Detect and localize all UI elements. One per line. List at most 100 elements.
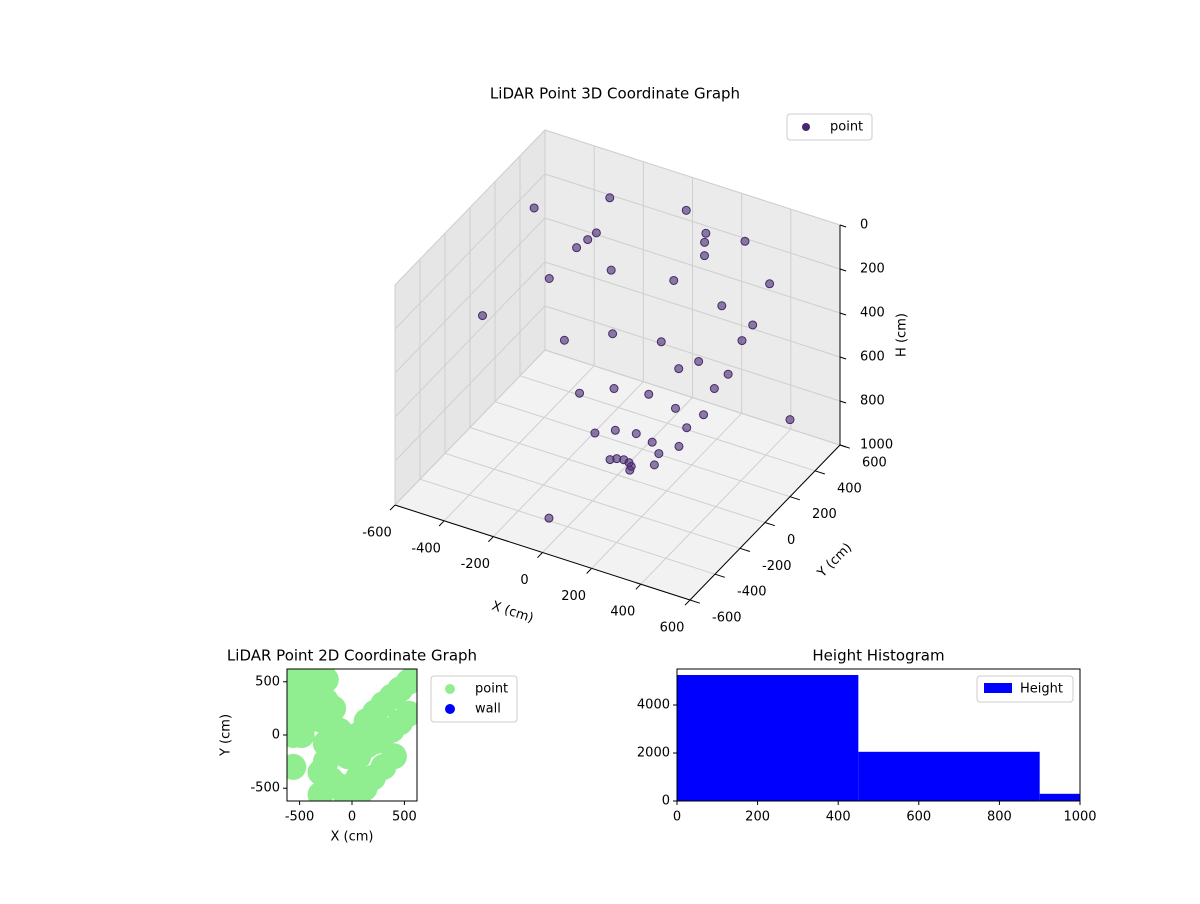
point: [631, 429, 641, 439]
plot-area: [287, 669, 417, 801]
bar: [677, 675, 859, 801]
point: [737, 336, 747, 346]
grid-line: [394, 173, 546, 330]
tick-mark: [438, 520, 445, 527]
point: [654, 449, 664, 459]
grid-line: [544, 305, 841, 402]
grid-line: [394, 217, 546, 374]
grid-line: [544, 173, 841, 270]
point: [670, 403, 680, 413]
point: [649, 460, 659, 470]
bar: [858, 751, 1040, 801]
y-tick-label: 500: [255, 674, 280, 689]
x-tick-label: 800: [987, 810, 1012, 825]
x-tick-label: 400: [610, 605, 635, 620]
point: [644, 389, 654, 399]
point: [559, 335, 569, 345]
y-tick-label: 4000: [637, 698, 670, 713]
point: [701, 228, 711, 238]
y-tick-label: 0: [662, 794, 670, 809]
point: [478, 311, 487, 321]
grid-line: [444, 452, 741, 549]
x-tick-label: -200: [461, 557, 491, 572]
legend-label: Height: [1020, 682, 1063, 697]
x-tick-label: -400: [411, 541, 441, 556]
x-tick-label: 1000: [1063, 810, 1096, 825]
point: [682, 423, 692, 433]
tick-mark: [689, 599, 700, 604]
grid-line: [544, 129, 841, 226]
legend-label: wall: [475, 702, 501, 717]
point: [610, 425, 620, 435]
point: [748, 320, 758, 330]
point: [575, 388, 585, 398]
axes-frame: [676, 668, 1081, 802]
legend-marker: [445, 704, 455, 714]
point: [287, 753, 307, 780]
x-axis: [394, 504, 691, 601]
tick-mark: [389, 504, 396, 511]
grid-line: [394, 305, 546, 462]
z-tick-label: 0: [860, 218, 868, 233]
point: [590, 428, 600, 438]
tick-mark: [839, 356, 847, 360]
point: [609, 384, 619, 394]
tick-mark: [714, 573, 725, 578]
bar: [1039, 793, 1080, 801]
point: [700, 237, 710, 247]
x-tick-label: 200: [745, 810, 770, 825]
point: [669, 275, 679, 285]
z-tick-label: 600: [860, 350, 885, 365]
x-tick-label: 500: [392, 810, 417, 825]
grid-line: [544, 349, 841, 446]
point: [608, 329, 618, 339]
legend-box: [786, 113, 873, 141]
x-tick-label: 0: [348, 810, 356, 825]
y-tick-label: 200: [812, 507, 837, 522]
point: [700, 251, 709, 261]
point: [395, 700, 417, 727]
y-axis-label: Y (cm): [219, 714, 234, 757]
point: [681, 205, 691, 215]
tick-mark: [789, 496, 800, 501]
point: [740, 236, 750, 246]
point: [288, 722, 315, 748]
grid-line: [394, 261, 546, 418]
x-tick-label: -500: [285, 810, 315, 825]
tick-mark: [839, 400, 847, 404]
y-axis: [689, 444, 841, 601]
y-tick-label: 0: [272, 728, 280, 743]
x-tick-label: -600: [362, 526, 392, 541]
point: [583, 235, 593, 245]
tick-mark: [764, 522, 775, 527]
x-tick-label: 600: [660, 621, 685, 636]
grid-line: [469, 427, 766, 523]
point: [307, 781, 334, 801]
point: [544, 274, 554, 284]
point: [605, 455, 615, 465]
point: [529, 203, 539, 213]
point: [694, 356, 704, 366]
grid-line: [394, 129, 546, 286]
y-tick-label: 600: [862, 456, 887, 471]
chart-title: LiDAR Point 2D Coordinate Graph: [227, 647, 477, 665]
grid-line: [519, 375, 816, 472]
point: [606, 265, 616, 275]
grid-line: [494, 401, 791, 498]
point: [591, 228, 601, 238]
chart-title: Height Histogram: [812, 647, 944, 665]
y-tick-label: 2000: [637, 746, 670, 761]
x-tick-label: 400: [826, 810, 851, 825]
point: [674, 441, 684, 451]
z-tick-label: 1000: [860, 438, 893, 453]
tick-mark: [635, 583, 642, 590]
x-tick-label: 0: [673, 810, 681, 825]
tick-mark: [814, 470, 825, 475]
tick-mark: [839, 312, 847, 316]
point: [674, 364, 684, 374]
y-tick-label: 400: [837, 481, 862, 496]
legend-marker: [802, 123, 810, 131]
point: [312, 748, 339, 775]
z-axis-label: H (cm): [895, 313, 910, 357]
